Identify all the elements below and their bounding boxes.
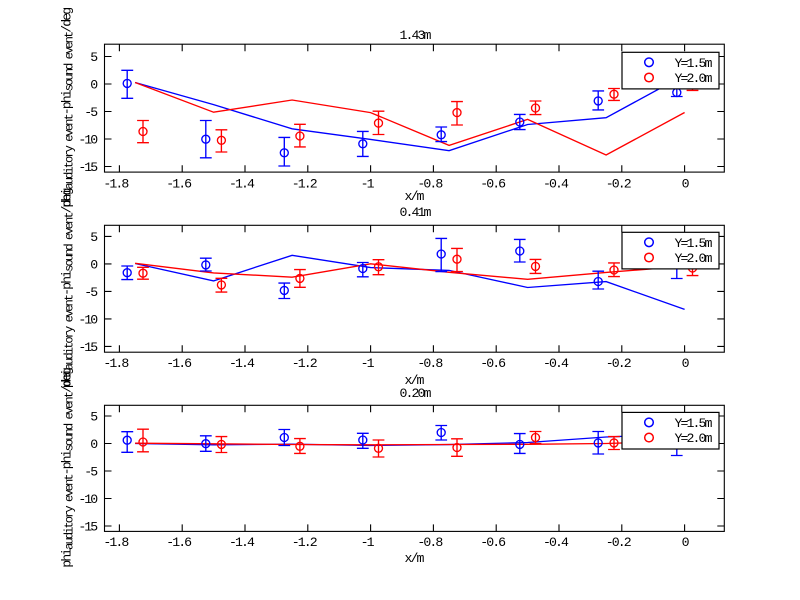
svg-text:-15: -15 — [78, 160, 98, 175]
svg-text:-1.4: -1.4 — [229, 356, 255, 371]
svg-text:0.41m: 0.41m — [400, 205, 432, 220]
svg-text:-1.8: -1.8 — [103, 356, 129, 371]
svg-text:-0.8: -0.8 — [417, 535, 443, 550]
svg-text:5: 5 — [90, 230, 98, 245]
svg-text:-0.8: -0.8 — [417, 356, 443, 371]
svg-text:Y=1.5m: Y=1.5m — [675, 416, 713, 431]
svg-text:-0.2: -0.2 — [606, 176, 631, 191]
svg-text:0: 0 — [90, 78, 98, 93]
svg-text:-1.2: -1.2 — [292, 535, 317, 550]
svg-text:0: 0 — [682, 356, 690, 371]
svg-text:Y=2.0m: Y=2.0m — [675, 71, 713, 86]
svg-text:phiauditory event-phisound eve: phiauditory event-phisound event/deg — [60, 368, 77, 568]
svg-text:-0.6: -0.6 — [480, 356, 506, 371]
svg-text:-0.8: -0.8 — [417, 176, 443, 191]
svg-text:5: 5 — [90, 50, 98, 65]
svg-text:-1.4: -1.4 — [229, 535, 255, 550]
svg-text:-5: -5 — [84, 285, 98, 300]
svg-text:phiauditory event-phisound eve: phiauditory event-phisound event/deg — [60, 8, 77, 208]
svg-text:-0.4: -0.4 — [543, 176, 569, 191]
svg-text:-15: -15 — [78, 340, 98, 355]
svg-text:-1.2: -1.2 — [292, 356, 317, 371]
svg-text:-5: -5 — [84, 465, 98, 480]
svg-text:x/m: x/m — [405, 373, 425, 388]
svg-text:-1.6: -1.6 — [166, 356, 192, 371]
svg-text:0: 0 — [90, 258, 98, 273]
svg-text:x/m: x/m — [405, 551, 425, 566]
svg-text:-1.4: -1.4 — [229, 176, 255, 191]
svg-text:0: 0 — [682, 176, 690, 191]
svg-text:-0.2: -0.2 — [606, 535, 631, 550]
svg-text:Y=2.0m: Y=2.0m — [675, 251, 713, 266]
svg-text:-0.6: -0.6 — [480, 535, 506, 550]
svg-text:Y=1.5m: Y=1.5m — [675, 56, 713, 71]
svg-text:Y=1.5m: Y=1.5m — [675, 236, 713, 251]
svg-text:-0.6: -0.6 — [480, 176, 506, 191]
svg-text:Y=2.0m: Y=2.0m — [675, 431, 713, 446]
svg-text:-1: -1 — [361, 535, 375, 550]
svg-text:-10: -10 — [78, 133, 98, 148]
svg-text:-1.8: -1.8 — [103, 535, 129, 550]
svg-text:-10: -10 — [78, 492, 98, 507]
svg-text:-10: -10 — [78, 313, 98, 328]
svg-text:-0.2: -0.2 — [606, 356, 631, 371]
svg-text:0: 0 — [682, 535, 690, 550]
svg-text:-1.2: -1.2 — [292, 176, 317, 191]
svg-text:5: 5 — [90, 410, 98, 425]
svg-text:-1: -1 — [361, 356, 375, 371]
svg-text:-1.6: -1.6 — [166, 176, 192, 191]
svg-text:-5: -5 — [84, 105, 98, 120]
svg-text:-1: -1 — [361, 176, 375, 191]
svg-text:-0.4: -0.4 — [543, 356, 569, 371]
svg-text:1.43m: 1.43m — [400, 28, 432, 43]
svg-text:0.20m: 0.20m — [400, 386, 432, 401]
svg-text:phiauditory event-phisound eve: phiauditory event-phisound event/deg — [60, 188, 77, 388]
svg-text:-1.8: -1.8 — [103, 176, 129, 191]
svg-text:-15: -15 — [78, 520, 98, 535]
svg-text:x/m: x/m — [405, 189, 425, 204]
svg-text:0: 0 — [90, 437, 98, 452]
svg-text:-1.6: -1.6 — [166, 535, 192, 550]
svg-text:-0.4: -0.4 — [543, 535, 569, 550]
